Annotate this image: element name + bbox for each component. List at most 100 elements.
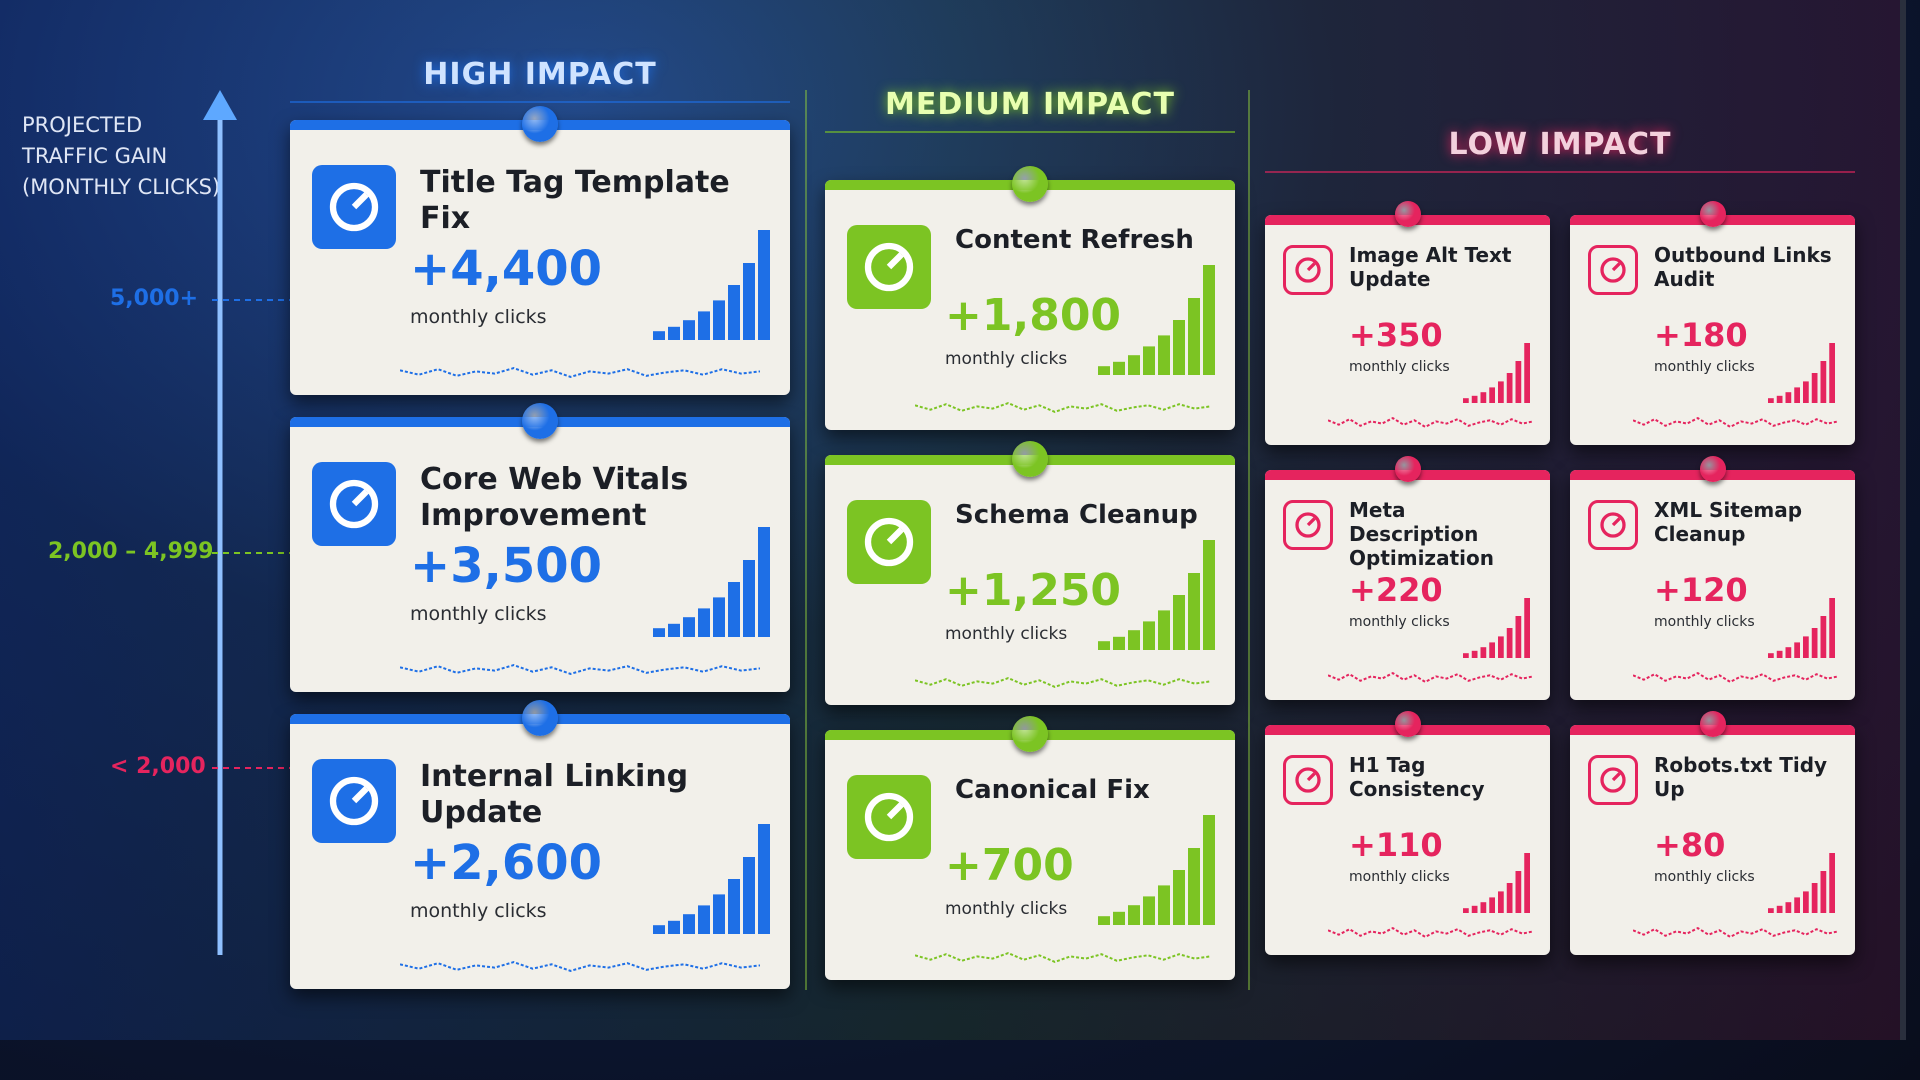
tier-label: < 2,000 <box>110 754 206 779</box>
axis-label: PROJECTED TRAFFIC GAIN (MONTHLY CLICKS) <box>22 110 220 203</box>
icon-shape <box>1306 772 1316 782</box>
card-icon <box>1588 245 1638 295</box>
wave-decoration <box>1327 416 1533 429</box>
decoration-bar <box>1803 381 1809 403</box>
card: Title Tag Template Fix +4,400 monthly clic… <box>290 106 790 395</box>
card-icon <box>1283 755 1333 805</box>
sparkline-decoration <box>653 527 770 637</box>
card-value: +1,250 <box>945 565 1122 616</box>
wave-line <box>915 402 1211 413</box>
sparkline-decoration <box>653 230 770 340</box>
icon-shape <box>1295 512 1321 538</box>
card-title: Robots.txt Tidy Up <box>1654 753 1828 801</box>
decoration-bar <box>1785 902 1792 913</box>
decoration-bar <box>668 326 680 340</box>
icon-shape <box>1600 512 1626 538</box>
card-title: Content Refresh <box>955 225 1194 255</box>
card-unit: monthly clicks <box>1349 359 1450 376</box>
icon-glyph <box>1600 257 1626 283</box>
pin <box>1699 201 1726 227</box>
card-icon <box>1588 500 1638 550</box>
decoration-bar <box>758 230 770 340</box>
decoration-bar <box>1768 398 1774 403</box>
sparkline-decoration <box>1098 265 1215 375</box>
card-title: Schema Cleanup <box>955 500 1198 530</box>
decoration-bar <box>1158 335 1170 375</box>
pin <box>1699 711 1726 737</box>
decoration-bar <box>1524 853 1530 913</box>
card-unit: monthly clicks <box>1349 869 1450 886</box>
card: Robots.txt Tidy Up +80 monthly clicks <box>1570 711 1855 955</box>
decoration-bar <box>1829 853 1835 913</box>
decoration-bar <box>1098 366 1110 375</box>
decoration-bar <box>1768 908 1774 913</box>
wave-line <box>400 664 760 675</box>
wave-line <box>1632 926 1838 939</box>
decoration-bar <box>1794 387 1800 403</box>
card-title: Core Web Vitals Improvement <box>420 462 689 533</box>
decoration-bar <box>1188 848 1200 925</box>
card: Content Refresh +1,800 monthly clicks <box>825 166 1235 430</box>
decoration-bar <box>683 617 695 637</box>
icon-glyph <box>864 792 914 842</box>
decoration-bar <box>713 300 725 340</box>
decoration-bar <box>1498 891 1504 913</box>
icon-glyph <box>1295 767 1321 793</box>
decoration-bar <box>1188 573 1200 650</box>
decoration-bar <box>668 623 680 637</box>
card-icon <box>312 462 396 546</box>
card-title: Canonical Fix <box>955 775 1150 805</box>
card: Canonical Fix +700 monthly clicks <box>825 716 1235 980</box>
card-value: +4,400 <box>410 241 603 297</box>
decoration-bar <box>1524 598 1530 658</box>
icon-shape <box>886 252 904 270</box>
icon-glyph <box>864 242 914 292</box>
wave-decoration <box>400 961 760 972</box>
card-value: +3,500 <box>410 538 603 594</box>
decoration-bar <box>1794 642 1800 658</box>
pin <box>522 700 558 736</box>
decoration-bar <box>1811 373 1818 403</box>
decoration-bar <box>1524 343 1530 403</box>
icon-shape <box>1306 262 1316 272</box>
decoration-bar <box>728 582 740 637</box>
card-value: +180 <box>1654 316 1748 355</box>
icon-glyph <box>1295 512 1321 538</box>
decoration-bar <box>1158 885 1170 925</box>
decoration-bar <box>743 263 755 340</box>
wave-line <box>1632 416 1838 429</box>
pin <box>1699 456 1726 482</box>
decoration-bar <box>668 920 680 934</box>
decoration-bar <box>1143 346 1155 375</box>
card-title: Title Tag Template Fix <box>420 165 730 236</box>
card: Image Alt Text Update +350 monthly clicks <box>1265 201 1550 445</box>
card-value: +350 <box>1349 316 1443 355</box>
decoration-bar <box>653 331 665 340</box>
decoration-bar <box>1113 361 1125 375</box>
icon-shape <box>864 517 914 567</box>
decoration-bar <box>1471 395 1478 403</box>
decoration-bar <box>1515 361 1522 403</box>
icon-shape <box>864 242 914 292</box>
column-divider <box>805 90 807 990</box>
card: Meta Description Optimization +220 monthly… <box>1265 456 1550 700</box>
decoration-bar <box>1820 871 1827 913</box>
decoration-bar <box>1506 373 1513 403</box>
decoration-bar <box>1515 871 1522 913</box>
sparkline-decoration <box>1463 343 1530 403</box>
icon-shape <box>1600 767 1626 793</box>
card-icon <box>847 225 931 309</box>
decoration-bar <box>1506 883 1513 913</box>
wave-decoration <box>915 677 1211 688</box>
wave-line <box>915 677 1211 688</box>
decoration-bar <box>1803 891 1809 913</box>
wave-decoration <box>1327 926 1533 939</box>
pin <box>522 403 558 439</box>
card: H1 Tag Consistency +110 monthly clicks <box>1265 711 1550 955</box>
decoration-bar <box>1515 616 1522 658</box>
card-unit: monthly clicks <box>945 899 1068 920</box>
decoration-bar <box>728 285 740 340</box>
decoration-bar <box>1158 610 1170 650</box>
icon-shape <box>1600 257 1626 283</box>
